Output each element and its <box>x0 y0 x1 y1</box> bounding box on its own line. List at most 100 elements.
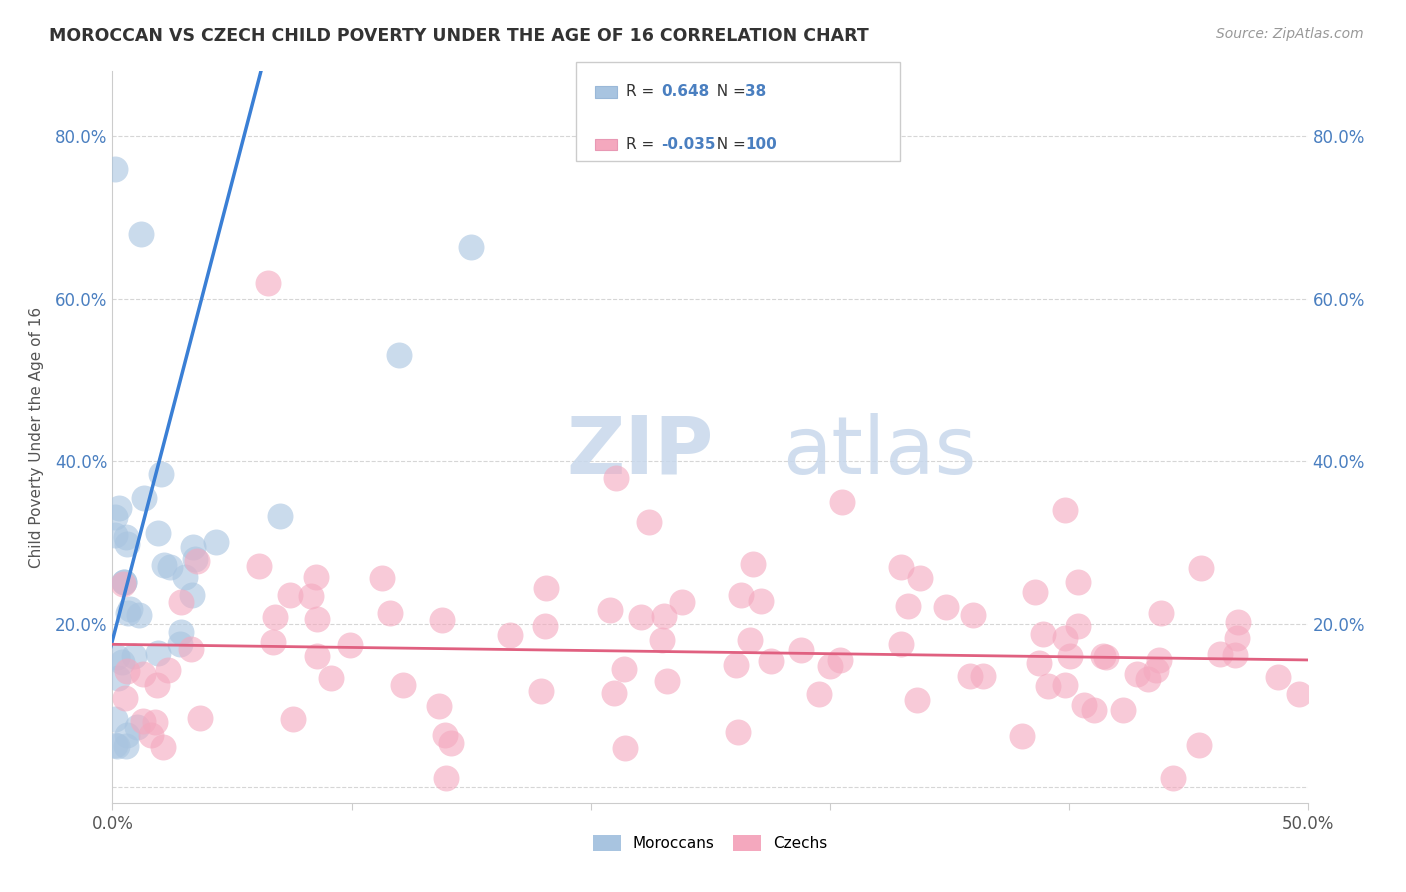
Point <box>117 728 139 742</box>
Point <box>112 575 135 590</box>
Point <box>740 632 762 647</box>
Point <box>1067 575 1090 590</box>
Point <box>1209 648 1232 662</box>
Point <box>1059 649 1081 664</box>
Point <box>392 678 415 692</box>
Point <box>1036 679 1059 693</box>
Point <box>174 570 197 584</box>
Legend: Moroccans, Czechs: Moroccans, Czechs <box>586 830 834 857</box>
Point <box>114 530 136 544</box>
Point <box>1083 703 1105 717</box>
Point <box>1094 650 1116 665</box>
Point <box>132 491 155 506</box>
Point <box>1011 729 1033 743</box>
Point <box>388 348 411 362</box>
Point <box>114 691 136 706</box>
Point <box>427 698 450 713</box>
Point <box>107 671 129 685</box>
Point <box>1054 678 1077 692</box>
Point <box>107 649 129 664</box>
Point <box>170 595 193 609</box>
Point <box>131 227 153 241</box>
Point <box>1028 656 1050 670</box>
Point <box>962 608 984 623</box>
Point <box>602 685 624 699</box>
Point <box>115 537 138 551</box>
Point <box>205 535 228 549</box>
Point <box>105 739 128 753</box>
Point <box>1136 672 1159 686</box>
Text: R =: R = <box>626 137 659 152</box>
Point <box>1189 560 1212 574</box>
Point <box>614 741 637 756</box>
Point <box>1144 663 1167 677</box>
Point <box>111 655 134 669</box>
Point <box>828 652 851 666</box>
Point <box>959 668 981 682</box>
Text: ZIP: ZIP <box>567 413 714 491</box>
Point <box>148 647 170 661</box>
Point <box>1149 653 1171 667</box>
Point <box>742 557 765 571</box>
Y-axis label: Child Poverty Under the Age of 16: Child Poverty Under the Age of 16 <box>30 307 44 567</box>
Point <box>122 648 145 663</box>
Point <box>169 637 191 651</box>
Point <box>530 683 553 698</box>
Point <box>262 635 284 649</box>
Point <box>141 728 163 742</box>
Point <box>283 712 305 726</box>
Point <box>280 588 302 602</box>
Point <box>1149 607 1171 621</box>
Text: 100: 100 <box>745 137 778 152</box>
Point <box>605 471 627 485</box>
Point <box>1112 703 1135 717</box>
Point <box>1032 627 1054 641</box>
Point <box>304 570 326 584</box>
Point <box>131 666 153 681</box>
Point <box>186 554 208 568</box>
Point <box>671 594 693 608</box>
Point <box>183 540 205 554</box>
Point <box>657 673 679 688</box>
Point <box>181 588 204 602</box>
Point <box>730 588 752 602</box>
Point <box>321 672 343 686</box>
Point <box>890 637 912 651</box>
Point <box>114 739 136 753</box>
Point <box>613 663 636 677</box>
Text: MOROCCAN VS CZECH CHILD POVERTY UNDER THE AGE OF 16 CORRELATION CHART: MOROCCAN VS CZECH CHILD POVERTY UNDER TH… <box>49 27 869 45</box>
Point <box>104 739 127 753</box>
Point <box>108 501 131 516</box>
Point <box>180 642 202 657</box>
Point <box>1226 631 1249 645</box>
Point <box>143 715 166 730</box>
Point <box>1067 619 1090 633</box>
Text: 38: 38 <box>745 85 766 99</box>
Point <box>727 725 749 739</box>
Point <box>499 628 522 642</box>
Point <box>125 720 148 734</box>
Point <box>434 772 457 786</box>
Point <box>1161 772 1184 786</box>
Point <box>256 276 278 290</box>
Point <box>299 590 322 604</box>
Point <box>433 728 456 742</box>
Text: R =: R = <box>626 85 659 99</box>
Point <box>1053 503 1076 517</box>
Point <box>890 560 912 574</box>
Text: N =: N = <box>707 85 751 99</box>
Point <box>534 581 557 595</box>
Point <box>789 643 811 657</box>
Point <box>1188 738 1211 752</box>
Point <box>759 654 782 668</box>
Point <box>905 693 928 707</box>
Point <box>184 551 207 566</box>
Point <box>149 467 172 481</box>
Point <box>152 558 174 573</box>
Point <box>897 599 920 614</box>
Point <box>460 240 482 254</box>
Point <box>534 619 557 633</box>
Point <box>188 711 211 725</box>
Point <box>599 603 621 617</box>
Point <box>247 559 270 574</box>
